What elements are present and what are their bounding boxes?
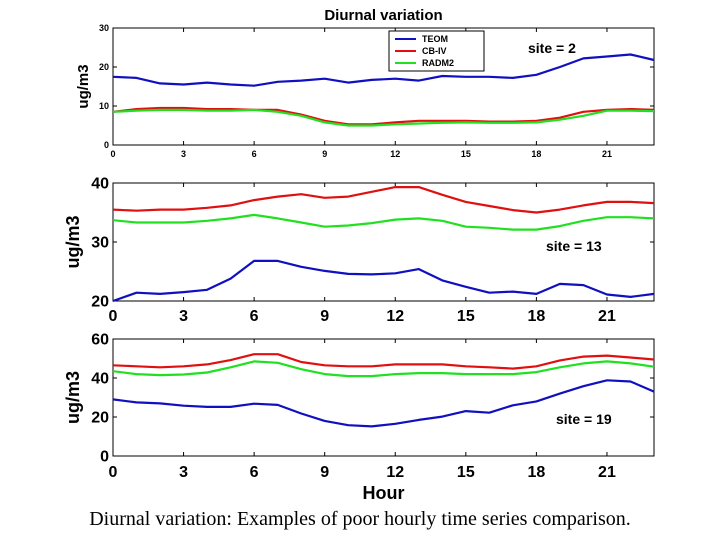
x-tick-label: 0: [109, 464, 118, 481]
legend: TEOM CB-IV RADM2: [388, 30, 485, 72]
x-tick-label: 12: [386, 308, 404, 325]
legend-entry: CB-IV: [422, 46, 447, 56]
series-line-radm2: [112, 108, 655, 127]
plot-frame: [112, 27, 655, 146]
y-axis-label: ug/m3: [63, 371, 83, 424]
x-tick-label: 3: [181, 149, 186, 159]
series-line-radm2: [112, 360, 655, 378]
series-line-teom: [112, 259, 655, 303]
series-line-cb-iv: [112, 186, 655, 214]
y-tick-label: 40: [91, 371, 109, 388]
series-line-radm2: [112, 213, 655, 231]
y-tick-label: 20: [91, 294, 109, 311]
chart-title: Diurnal variation: [324, 7, 442, 24]
x-tick-label: 15: [457, 308, 475, 325]
x-tick-label: 9: [322, 149, 327, 159]
x-tick-label: 3: [179, 464, 188, 481]
x-tick-label: 21: [598, 464, 616, 481]
site-annotation: site = 2: [528, 40, 576, 56]
x-tick-label: 12: [390, 149, 400, 159]
x-tick-label: 18: [527, 308, 545, 325]
x-tick-label: 21: [598, 308, 616, 325]
y-tick-label: 30: [99, 23, 109, 33]
x-tick-label: 6: [250, 464, 259, 481]
x-tick-label: 15: [457, 464, 475, 481]
x-tick-label: 6: [252, 149, 257, 159]
plot-frame: [112, 338, 655, 457]
series-line-teom: [112, 53, 655, 87]
x-tick-label: 18: [527, 464, 545, 481]
x-tick-label: 9: [320, 464, 329, 481]
y-tick-label: 20: [91, 410, 109, 427]
series-line-cb-iv: [112, 106, 655, 126]
x-tick-label: 3: [179, 308, 188, 325]
figure-caption: Diurnal variation: Examples of poor hour…: [89, 508, 631, 530]
x-tick-label: 0: [109, 308, 118, 325]
x-tick-label: 6: [250, 308, 259, 325]
x-tick-label: 15: [461, 149, 471, 159]
chart-panel-1: 0 3 6 9 12 15 18 21 0 10 20 30 ug/m3 site = 2 Diurnal …: [75, 7, 655, 159]
series-line-cb-iv: [112, 353, 655, 370]
legend-box: [388, 30, 485, 72]
chart-panel-3: 0 3 6 9 12 15 18 21 0 20 40 60 ug/m3 site = 19 Hour: [63, 332, 655, 503]
x-tick-label: 12: [386, 464, 404, 481]
legend-entry: TEOM: [422, 34, 448, 44]
y-axis-label: ug/m3: [63, 215, 83, 268]
x-axis-label: Hour: [363, 483, 405, 503]
chart-panel-2: 0 3 6 9 12 15 18 21 20 30 40 ug/m3 site = 13: [63, 176, 655, 325]
y-tick-label: 0: [104, 140, 109, 150]
y-tick-label: 0: [100, 449, 109, 466]
y-axis-label: ug/m3: [75, 64, 92, 108]
x-tick-label: 21: [602, 149, 612, 159]
site-annotation: site = 19: [556, 411, 612, 427]
y-tick-label: 60: [91, 332, 109, 349]
y-tick-label: 10: [99, 101, 109, 111]
y-tick-label: 40: [91, 176, 109, 193]
x-tick-label: 0: [110, 149, 115, 159]
y-tick-label: 30: [91, 235, 109, 252]
x-tick-label: 9: [320, 308, 329, 325]
y-tick-label: 20: [99, 62, 109, 72]
x-tick-label: 18: [531, 149, 541, 159]
site-annotation: site = 13: [546, 238, 602, 254]
legend-entry: RADM2: [422, 58, 454, 68]
series-line-teom: [112, 379, 655, 428]
